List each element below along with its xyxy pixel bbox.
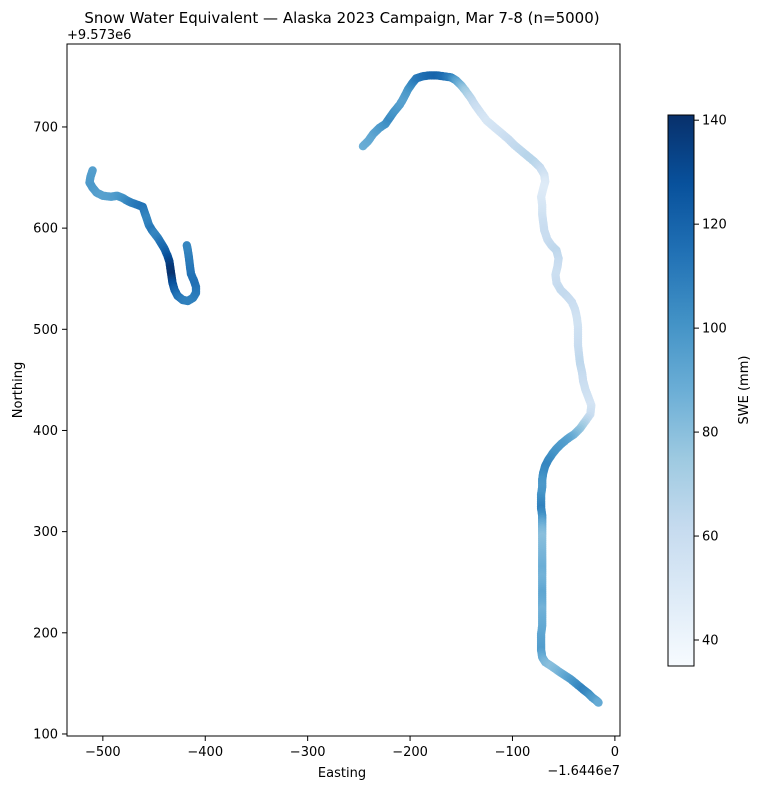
- y-tick-label: 400: [33, 424, 58, 439]
- y-axis-label: Northing: [11, 362, 26, 418]
- x-tick-label: −400: [187, 745, 223, 760]
- colorbar-label: SWE (mm): [737, 356, 752, 425]
- data-point: [594, 698, 603, 707]
- y-tick-label: 700: [33, 120, 58, 135]
- colorbar-ticks: 40 60 80 100 120 140: [694, 114, 727, 649]
- data-point: [182, 241, 191, 250]
- x-axis: −500 −400 −300 −200 −100 0: [85, 736, 619, 760]
- y-tick-label: 200: [33, 626, 58, 641]
- x-offset-text: −1.6446e7: [547, 764, 620, 779]
- plot-area: [66, 43, 621, 737]
- points-layer: [85, 71, 603, 707]
- chart-title: Snow Water Equivalent — Alaska 2023 Camp…: [84, 9, 599, 27]
- colorbar-tick-label: 100: [702, 322, 727, 337]
- y-axis: 100 200 300 400 500 600 700: [33, 120, 67, 742]
- colorbar: [667, 114, 695, 667]
- x-tick-label: −200: [392, 745, 428, 760]
- y-tick-label: 500: [33, 323, 58, 338]
- y-offset-text: +9.573e6: [67, 28, 131, 43]
- colorbar-tick-label: 120: [702, 218, 727, 233]
- y-tick-label: 600: [33, 222, 58, 237]
- x-axis-label: Easting: [318, 766, 366, 781]
- y-tick-label: 300: [33, 525, 58, 540]
- x-tick-label: 0: [611, 745, 619, 760]
- colorbar-tick-label: 140: [702, 114, 727, 129]
- y-tick-label: 100: [33, 727, 58, 742]
- colorbar-tick-label: 80: [702, 426, 719, 441]
- x-tick-label: −500: [85, 745, 121, 760]
- colorbar-tick-label: 40: [702, 634, 719, 649]
- x-tick-label: −300: [290, 745, 326, 760]
- x-tick-label: −100: [495, 745, 531, 760]
- colorbar-tick-label: 60: [702, 530, 719, 545]
